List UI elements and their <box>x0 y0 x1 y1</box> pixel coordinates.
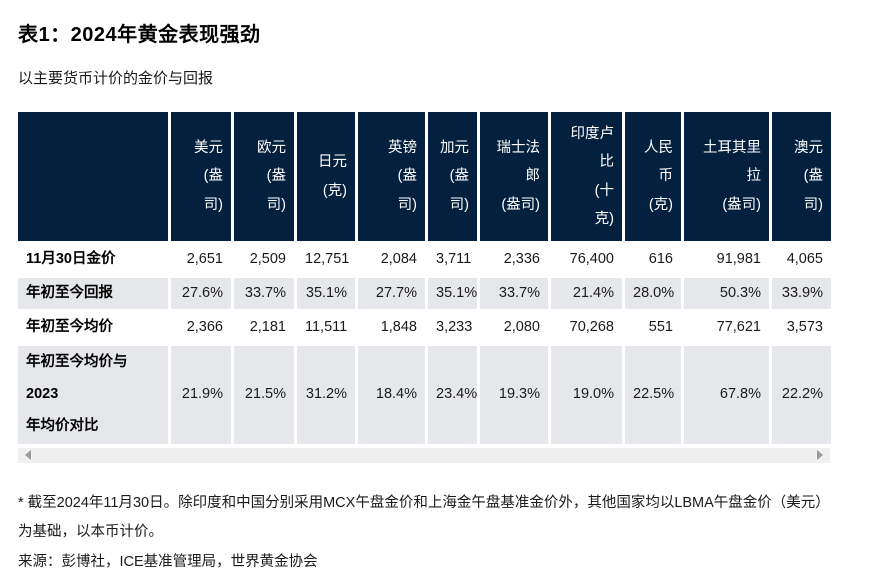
cell: 3,233 <box>428 312 477 344</box>
cell: 18.4% <box>358 346 425 444</box>
cell: 28.0% <box>625 278 681 310</box>
cell: 21.4% <box>551 278 622 310</box>
cell: 19.3% <box>480 346 548 444</box>
cell: 35.1% <box>297 278 355 310</box>
column-header-inr: 印度卢 比 (十 克) <box>551 112 622 242</box>
header-row: 美元 (盎 司) 欧元 (盎 司) 日元 (克) 英镑 (盎 司) 加元 (盎 … <box>18 112 831 242</box>
cell: 70,268 <box>551 312 622 344</box>
row-label: 年初至今均价 <box>18 312 168 344</box>
cell: 2,084 <box>358 244 425 276</box>
column-header-try: 土耳其里 拉 (盎司) <box>684 112 769 242</box>
cell: 67.8% <box>684 346 769 444</box>
cell: 50.3% <box>684 278 769 310</box>
cell: 33.7% <box>480 278 548 310</box>
cell: 2,181 <box>234 312 294 344</box>
row-label: 年初至今回报 <box>18 278 168 310</box>
cell: 91,981 <box>684 244 769 276</box>
column-header-gbp: 英镑 (盎 司) <box>358 112 425 242</box>
cell: 21.9% <box>171 346 231 444</box>
column-header-rmb: 人民 币 (克) <box>625 112 681 242</box>
row-ytd-avg-vs-2023: 年初至今均价与 2023 年均价对比 21.9% 21.5% 31.2% 18.… <box>18 346 831 444</box>
cell: 33.9% <box>772 278 831 310</box>
cell: 11,511 <box>297 312 355 344</box>
row-ytd-return: 年初至今回报 27.6% 33.7% 35.1% 27.7% 35.1% 33.… <box>18 278 831 310</box>
cell: 616 <box>625 244 681 276</box>
cell: 31.2% <box>297 346 355 444</box>
cell: 76,400 <box>551 244 622 276</box>
column-header-aud: 澳元 (盎 司) <box>772 112 831 242</box>
cell: 2,509 <box>234 244 294 276</box>
cell: 23.4% <box>428 346 477 444</box>
footnotes: * 截至2024年11月30日。除印度和中国分别采用MCX午盘金价和上海金午盘基… <box>18 489 836 578</box>
column-header-usd: 美元 (盎 司) <box>171 112 231 242</box>
cell: 2,366 <box>171 312 231 344</box>
cell: 2,651 <box>171 244 231 276</box>
cell: 77,621 <box>684 312 769 344</box>
source-note: 来源：彭博社，ICE基准管理局，世界黄金协会 <box>18 554 318 571</box>
cell: 551 <box>625 312 681 344</box>
page-title: 表1：2024年黄金表现强劲 <box>18 24 261 46</box>
scroll-right-icon[interactable] <box>817 450 823 461</box>
cell: 27.7% <box>358 278 425 310</box>
scroll-left-icon[interactable] <box>25 450 31 461</box>
cell: 33.7% <box>234 278 294 310</box>
cell: 1,848 <box>358 312 425 344</box>
cell: 22.5% <box>625 346 681 444</box>
cell: 19.0% <box>551 346 622 444</box>
column-header-eur: 欧元 (盎 司) <box>234 112 294 242</box>
cell: 35.1% <box>428 278 477 310</box>
row-gold-price-nov30: 11月30日金价 2,651 2,509 12,751 2,084 3,711 … <box>18 244 831 276</box>
column-header-empty <box>18 112 168 242</box>
cell: 2,080 <box>480 312 548 344</box>
row-label: 年初至今均价与 2023 年均价对比 <box>18 346 168 444</box>
cell: 2,336 <box>480 244 548 276</box>
column-header-jpy: 日元 (克) <box>297 112 355 242</box>
table-subtitle: 以主要货币计价的金价与回报 <box>18 70 214 87</box>
column-header-cad: 加元 (盎 司) <box>428 112 477 242</box>
cell: 22.2% <box>772 346 831 444</box>
cell: 3,711 <box>428 244 477 276</box>
cell: 3,573 <box>772 312 831 344</box>
footnote-asterisk: * 截至2024年11月30日。除印度和中国分别采用MCX午盘金价和上海金午盘基… <box>18 494 830 541</box>
cell: 12,751 <box>297 244 355 276</box>
horizontal-scrollbar[interactable] <box>18 447 830 463</box>
column-header-chf: 瑞士法 郎 (盎司) <box>480 112 548 242</box>
gold-performance-table: 美元 (盎 司) 欧元 (盎 司) 日元 (克) 英镑 (盎 司) 加元 (盎 … <box>15 109 834 447</box>
row-label: 11月30日金价 <box>18 244 168 276</box>
cell: 21.5% <box>234 346 294 444</box>
row-ytd-average: 年初至今均价 2,366 2,181 11,511 1,848 3,233 2,… <box>18 312 831 344</box>
cell: 4,065 <box>772 244 831 276</box>
cell: 27.6% <box>171 278 231 310</box>
